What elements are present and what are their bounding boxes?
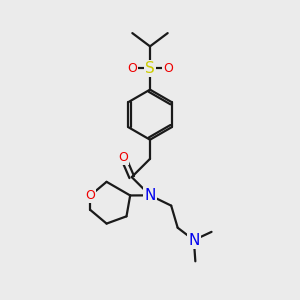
Text: O: O	[85, 189, 95, 202]
Text: O: O	[118, 152, 128, 164]
Text: N: N	[188, 232, 200, 247]
Text: O: O	[163, 62, 173, 75]
Text: O: O	[127, 62, 137, 75]
Text: S: S	[145, 61, 155, 76]
Text: N: N	[144, 188, 156, 203]
